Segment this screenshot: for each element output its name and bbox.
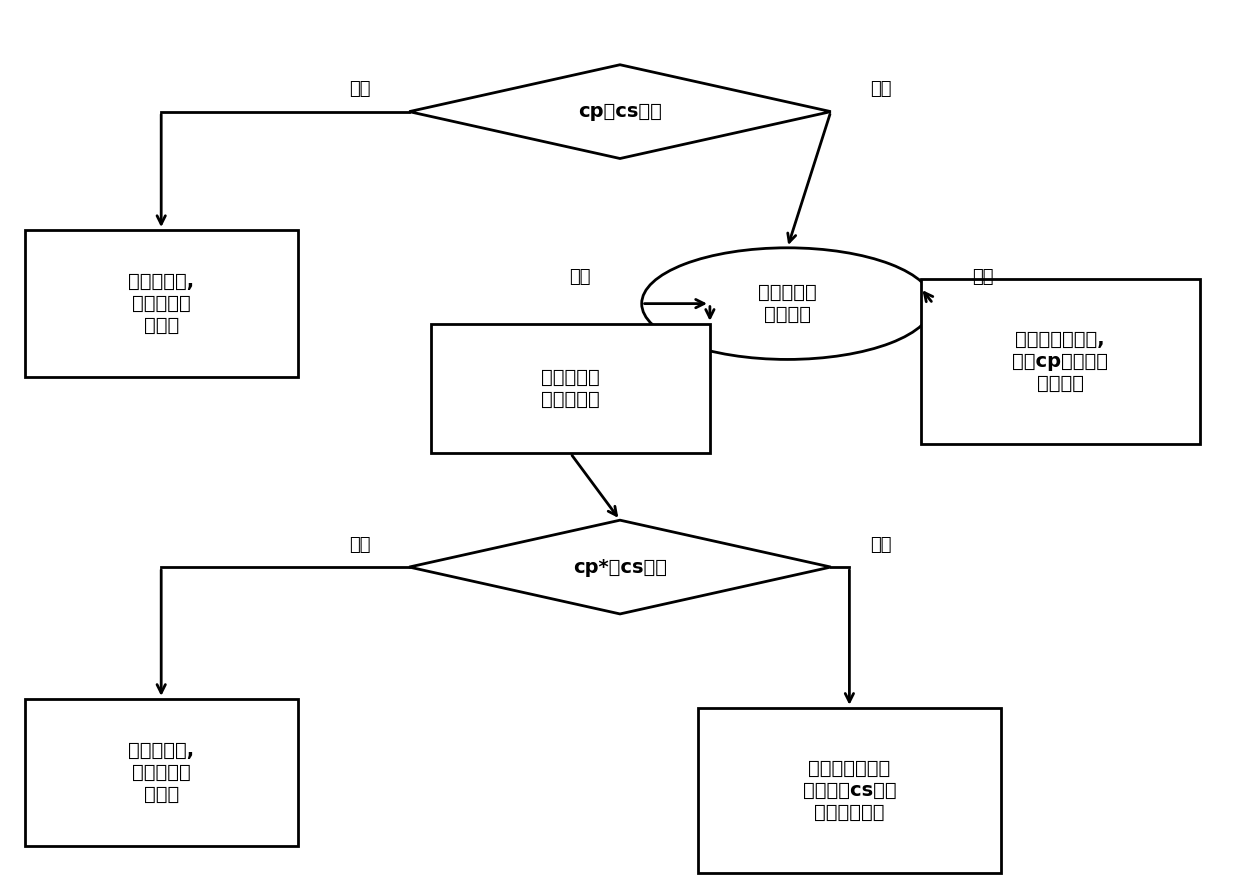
Text: 传感器故障
自检信号: 传感器故障 自检信号 (758, 283, 817, 324)
Polygon shape (409, 65, 831, 158)
Text: 不等: 不等 (972, 268, 993, 286)
Text: 相等: 相等 (348, 536, 371, 554)
Text: 报告图像识别错
误，认定cs为可
信方进行上报: 报告图像识别错 误，认定cs为可 信方进行上报 (802, 759, 897, 822)
Text: 两者都可信,
选择任意一
方上报: 两者都可信, 选择任意一 方上报 (128, 741, 195, 804)
Text: cp*与cs相比: cp*与cs相比 (573, 557, 667, 577)
Bar (25, 698, 298, 847)
Text: 不等: 不等 (869, 80, 892, 98)
Text: 再次拍摄图
像进行识别: 再次拍摄图 像进行识别 (541, 368, 600, 409)
Bar (697, 707, 1002, 873)
Bar (920, 279, 1199, 445)
Text: 不等: 不等 (869, 536, 892, 554)
Text: 两者都可信,
选择任意一
方上报: 两者都可信, 选择任意一 方上报 (128, 272, 195, 335)
Polygon shape (409, 520, 831, 614)
Text: cp与cs相比: cp与cs相比 (578, 102, 662, 121)
Ellipse shape (642, 247, 932, 359)
Bar (432, 324, 711, 454)
Bar (25, 230, 298, 377)
Text: 报告传感器错误,
认定cp为可信方
进行上报: 报告传感器错误, 认定cp为可信方 进行上报 (1012, 330, 1109, 393)
Text: 相等: 相等 (348, 80, 371, 98)
Text: 相等: 相等 (569, 268, 590, 286)
